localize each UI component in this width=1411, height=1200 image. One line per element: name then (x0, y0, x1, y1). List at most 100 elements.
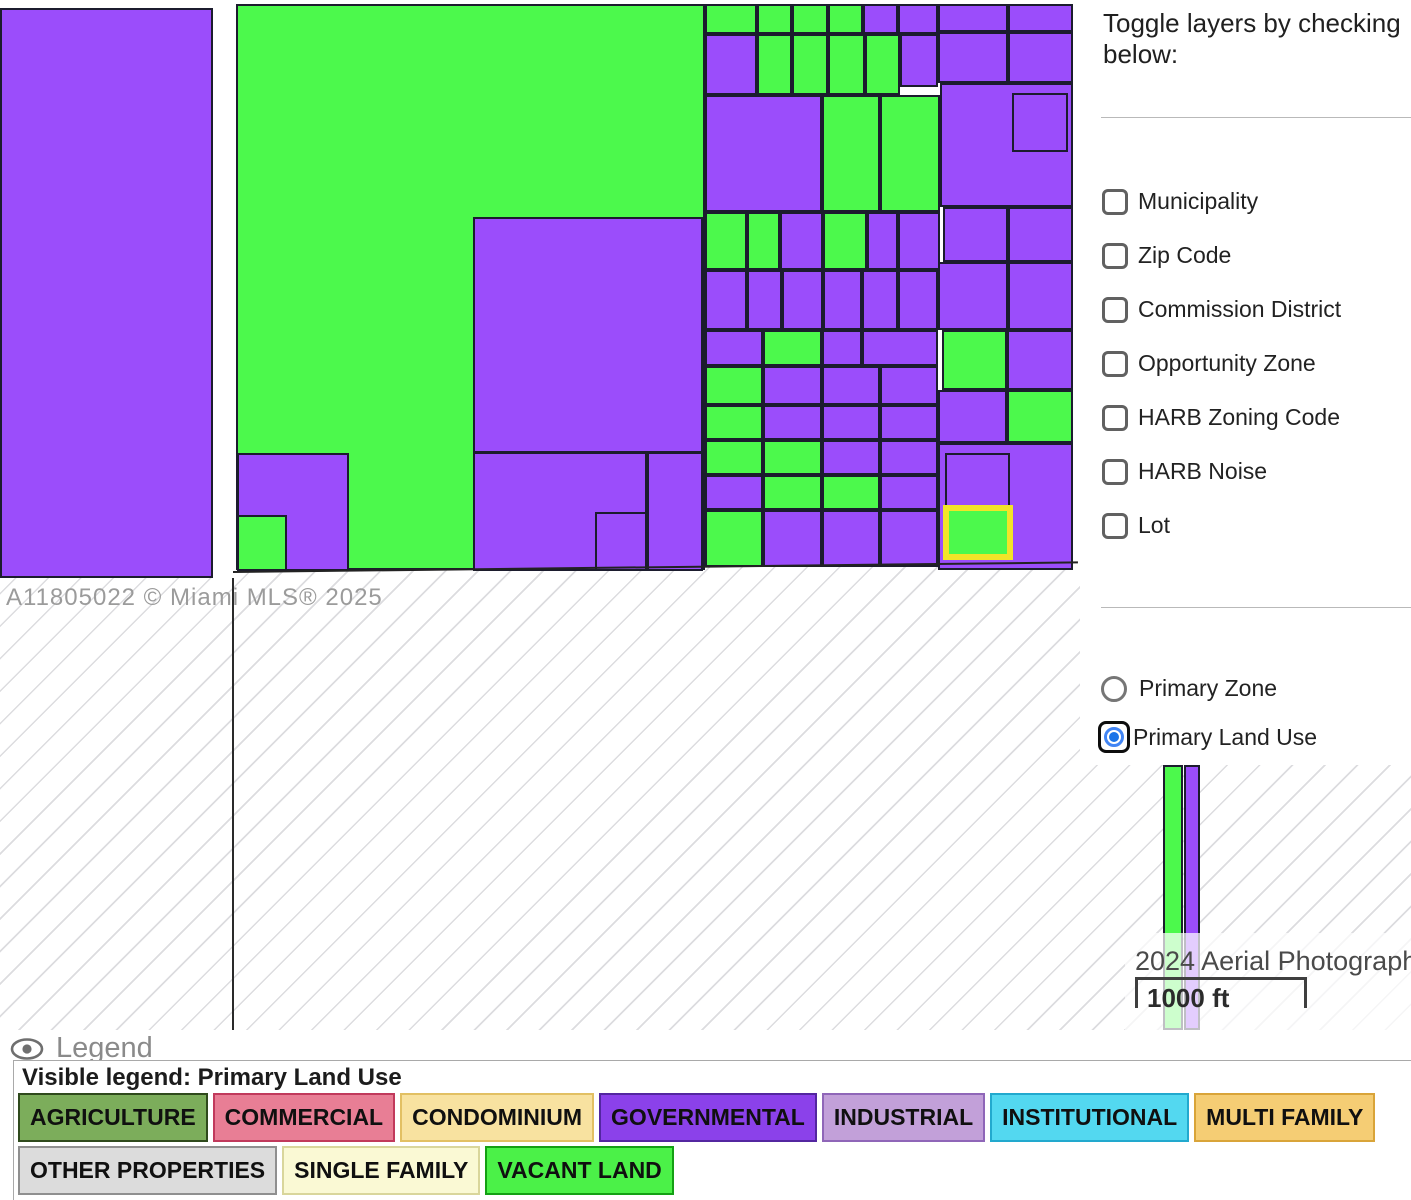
parcel[interactable] (880, 366, 938, 405)
legend-swatch-agriculture: AGRICULTURE (18, 1093, 208, 1142)
layer-checkbox-harb-zoning-code[interactable]: HARB Zoning Code (1102, 404, 1340, 431)
parcel[interactable] (942, 330, 1007, 390)
parcel[interactable] (945, 453, 1010, 507)
parcel[interactable] (705, 475, 763, 510)
parcel[interactable] (705, 4, 757, 34)
parcel[interactable] (822, 440, 880, 475)
parcel[interactable] (0, 8, 213, 578)
legend-title: Visible legend: Primary Land Use (22, 1064, 402, 1091)
parcel[interactable] (705, 270, 747, 330)
parcel[interactable] (763, 510, 822, 567)
parcel[interactable] (880, 510, 938, 567)
parcel[interactable] (595, 512, 647, 571)
parcel[interactable] (763, 366, 822, 405)
radio-primary-land-use[interactable]: Primary Land Use (1098, 721, 1317, 753)
checkbox-icon[interactable] (1102, 350, 1128, 377)
parcel[interactable] (862, 270, 898, 330)
parcel[interactable] (822, 330, 862, 366)
parcel[interactable] (880, 475, 938, 510)
parcel[interactable] (880, 95, 940, 212)
parcel[interactable] (757, 34, 792, 95)
layer-checkbox-opportunity-zone[interactable]: Opportunity Zone (1102, 350, 1316, 377)
parcel[interactable] (747, 270, 782, 330)
parcel[interactable] (705, 440, 763, 475)
parcel[interactable] (880, 405, 938, 440)
legend-swatch-single-family: SINGLE FAMILY (282, 1146, 481, 1195)
parcel[interactable] (822, 475, 880, 510)
parcel[interactable] (705, 366, 763, 405)
checkbox-label: Zip Code (1138, 242, 1232, 268)
parcel[interactable] (705, 34, 757, 95)
legend-swatch-governmental: GOVERNMENTAL (599, 1093, 817, 1142)
parcel[interactable] (763, 475, 822, 510)
parcel[interactable] (473, 217, 703, 453)
parcel[interactable] (747, 212, 780, 270)
parcel[interactable] (792, 4, 828, 34)
layer-checkbox-harb-noise[interactable]: HARB Noise (1102, 458, 1267, 485)
selected-parcel[interactable] (943, 505, 1013, 560)
parcel[interactable] (938, 390, 1007, 443)
parcel[interactable] (705, 330, 763, 366)
legend-toggle[interactable]: Legend (10, 1032, 153, 1065)
radio-unselected-icon[interactable] (1101, 675, 1127, 702)
checkbox-icon[interactable] (1102, 458, 1128, 485)
parcel[interactable] (828, 4, 863, 34)
checkbox-icon[interactable] (1102, 404, 1128, 431)
parcel[interactable] (822, 366, 880, 405)
legend-row-2: OTHER PROPERTIES SINGLE FAMILY VACANT LAND (18, 1146, 674, 1195)
checkbox-icon[interactable] (1102, 512, 1128, 539)
parcel[interactable] (780, 212, 823, 270)
parcel[interactable] (938, 262, 1008, 330)
checkbox-icon[interactable] (1102, 242, 1128, 269)
parcel[interactable] (828, 34, 865, 95)
parcel[interactable] (705, 405, 763, 440)
parcel[interactable] (705, 95, 822, 212)
layer-checkbox-commission-district[interactable]: Commission District (1102, 296, 1341, 323)
parcel[interactable] (880, 440, 938, 475)
parcel[interactable] (898, 270, 938, 330)
parcel[interactable] (900, 34, 938, 87)
parcel[interactable] (1008, 4, 1073, 32)
parcel[interactable] (862, 330, 938, 366)
parcel[interactable] (943, 207, 1008, 262)
parcel[interactable] (763, 330, 822, 366)
checkbox-icon[interactable] (1102, 188, 1128, 215)
parcel[interactable] (938, 32, 1008, 83)
parcel[interactable] (1008, 32, 1073, 83)
parcel[interactable] (705, 510, 763, 567)
parcel[interactable] (705, 212, 747, 270)
parcel[interactable] (1007, 330, 1073, 390)
parcel[interactable] (1012, 93, 1068, 152)
parcel[interactable] (867, 212, 898, 270)
parcel[interactable] (1007, 390, 1073, 443)
checkbox-icon[interactable] (1102, 296, 1128, 323)
radio-selected-icon[interactable] (1098, 721, 1130, 753)
layer-checkbox-zip-code[interactable]: Zip Code (1102, 242, 1231, 269)
parcel[interactable] (822, 405, 880, 440)
parcel[interactable] (647, 452, 703, 571)
parcel[interactable] (938, 4, 1008, 32)
radio-primary-zone[interactable]: Primary Zone (1101, 675, 1277, 702)
parcel[interactable] (863, 4, 898, 34)
checkbox-label: Commission District (1138, 296, 1342, 322)
parcel[interactable] (865, 34, 900, 95)
layer-checkbox-municipality[interactable]: Municipality (1102, 188, 1258, 215)
parcel[interactable] (822, 510, 880, 567)
checkbox-label: Lot (1138, 512, 1170, 538)
layer-checkbox-lot[interactable]: Lot (1102, 512, 1170, 539)
parcel[interactable] (1008, 262, 1073, 330)
parcel[interactable] (782, 270, 823, 330)
parcel[interactable] (237, 515, 287, 571)
parcel[interactable] (823, 270, 862, 330)
parcel[interactable] (763, 405, 822, 440)
checkbox-label: HARB Zoning Code (1138, 404, 1340, 430)
parcel[interactable] (898, 212, 940, 270)
parcel[interactable] (822, 95, 880, 212)
legend-swatch-vacant-land: VACANT LAND (485, 1146, 674, 1195)
parcel[interactable] (898, 4, 938, 34)
parcel[interactable] (792, 34, 828, 95)
parcel[interactable] (1008, 207, 1073, 262)
parcel[interactable] (757, 4, 792, 34)
parcel[interactable] (763, 440, 822, 475)
parcel[interactable] (823, 212, 867, 270)
